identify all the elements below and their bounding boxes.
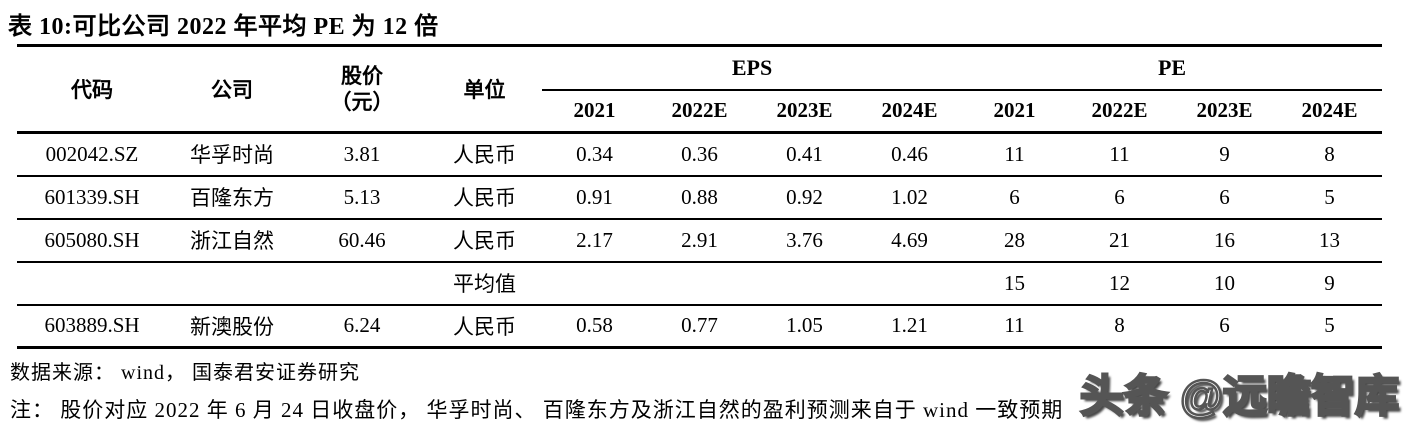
average-row: 平均值 15 12 10 9	[17, 261, 1383, 305]
cell-eps-2023e: 0.41	[786, 141, 823, 166]
cell-code: 601339.SH	[44, 184, 140, 209]
cell-eps-2022e: 2.91	[681, 227, 718, 252]
cell-pe-2021: 28	[1004, 227, 1026, 252]
data-source-text: 数据来源： wind， 国泰君安证券研究	[10, 362, 360, 384]
table-header: 代码 公司 股价 （元） 单位 EPS PE 2021 2022E 2023E …	[17, 45, 1383, 133]
cell-company: 百隆东方	[190, 186, 274, 210]
watermark-text: 头条 @远瞻智库	[1079, 371, 1401, 423]
cell-empty	[542, 262, 647, 305]
cell-avg-pe-2021: 15	[1004, 270, 1026, 295]
cell-company: 新澳股份	[190, 314, 274, 339]
group-header-eps: EPS	[542, 45, 963, 91]
cell-eps-2024e: 4.69	[891, 227, 928, 252]
table-row: 605080.SH 浙江自然 60.46 人民币 2.17 2.91 3.76 …	[17, 218, 1383, 262]
col-header-code: 代码	[71, 78, 113, 102]
cell-unit: 人民币	[453, 186, 516, 210]
cell-avg-pe-2022e: 12	[1109, 270, 1131, 295]
col-header-eps-2021: 2021	[573, 98, 616, 123]
cell-pe-2024e: 8	[1324, 141, 1335, 166]
col-header-eps-2023e: 2023E	[776, 98, 833, 123]
cell-pe-2022e: 21	[1109, 227, 1131, 252]
cell-unit: 人民币	[453, 314, 516, 339]
cell-eps-2023e: 0.92	[786, 184, 823, 209]
comparables-table: 代码 公司 股价 （元） 单位 EPS PE 2021 2022E 2023E …	[17, 44, 1383, 349]
cell-pe-2023e: 6	[1219, 184, 1230, 209]
footnote-text: 注： 股价对应 2022 年 6 月 24 日收盘价， 华孚时尚、 百隆东方及浙…	[10, 398, 1064, 422]
cell-company: 浙江自然	[190, 229, 274, 253]
col-header-eps-2024e: 2024E	[881, 98, 938, 123]
cell-pe-2021: 11	[1004, 141, 1025, 166]
cell-eps-2023e: 1.05	[786, 313, 823, 338]
cell-eps-2022e: 0.36	[681, 141, 718, 166]
cell-code: 002042.SZ	[45, 141, 139, 166]
cell-eps-2023e: 3.76	[786, 227, 823, 252]
cell-eps-2022e: 0.77	[681, 313, 718, 338]
cell-pe-2021: 6	[1009, 184, 1020, 209]
table-title: 表 10:可比公司 2022 年平均 PE 为 12 倍	[8, 14, 439, 40]
cell-eps-2024e: 1.21	[891, 313, 928, 338]
cell-eps-2024e: 1.02	[891, 184, 928, 209]
cell-company: 华孚时尚	[190, 143, 274, 168]
cell-empty	[167, 262, 297, 305]
col-header-pe-2021: 2021	[993, 98, 1036, 123]
cell-empty	[647, 262, 752, 305]
cell-eps-2021: 0.34	[576, 141, 613, 166]
cell-pe-2024e: 5	[1324, 313, 1335, 338]
table-row: 601339.SH 百隆东方 5.13 人民币 0.91 0.88 0.92 1…	[17, 175, 1383, 219]
year-header-row: 2021 2022E 2023E 2024E 2021 2022E 2023E …	[17, 90, 1382, 133]
cell-pe-2022e: 11	[1109, 141, 1130, 166]
cell-pe-2022e: 8	[1114, 313, 1125, 338]
cell-empty	[857, 262, 962, 305]
cell-pe-2023e: 6	[1219, 313, 1230, 338]
cell-eps-2021: 0.91	[576, 184, 613, 209]
cell-pe-2023e: 9	[1219, 141, 1230, 166]
table-row: 002042.SZ 华孚时尚 3.81 人民币 0.34 0.36 0.41 0…	[17, 133, 1382, 176]
col-header-unit: 单位	[463, 78, 506, 102]
cell-avg-pe-2023e: 10	[1214, 270, 1236, 295]
col-header-eps-2022e: 2022E	[671, 98, 728, 123]
cell-eps-2024e: 0.46	[891, 141, 928, 166]
cell-price: 60.46	[338, 227, 386, 252]
cell-pe-2024e: 5	[1324, 184, 1335, 209]
cell-pe-2023e: 16	[1214, 227, 1236, 252]
group-header-row: 代码 公司 股价 （元） 单位 EPS PE	[17, 45, 1383, 114]
cell-price: 6.24	[343, 313, 381, 338]
table-row: 603889.SH 新澳股份 6.24 人民币 0.58 0.77 1.05 1…	[17, 304, 1383, 348]
col-header-pe-2024e: 2024E	[1301, 98, 1358, 123]
col-header-company: 公司	[211, 78, 253, 102]
cell-pe-2021: 11	[1004, 313, 1025, 338]
group-header-pe: PE	[962, 45, 1383, 91]
cell-eps-2022e: 0.88	[681, 184, 718, 209]
col-header-price-line1: 股价	[341, 63, 383, 88]
col-header-price-line2: （元）	[330, 90, 394, 114]
cell-price: 3.81	[343, 141, 381, 166]
cell-avg-pe-2024e: 9	[1324, 270, 1335, 295]
col-header-price: 股价 （元）	[297, 46, 427, 133]
cell-eps-2021: 2.17	[576, 227, 613, 252]
cell-unit: 人民币	[453, 143, 516, 168]
col-header-pe-2023e: 2023E	[1196, 98, 1253, 123]
cell-empty	[752, 262, 857, 305]
cell-average-label: 平均值	[453, 272, 516, 296]
cell-price: 5.13	[343, 184, 381, 209]
cell-empty	[297, 262, 427, 305]
cell-code: 605080.SH	[44, 227, 140, 252]
cell-pe-2022e: 6	[1114, 184, 1125, 209]
cell-unit: 人民币	[453, 229, 516, 253]
cell-pe-2024e: 13	[1319, 227, 1341, 252]
cell-empty	[17, 262, 167, 305]
col-header-pe-2022e: 2022E	[1091, 98, 1148, 123]
cell-code: 603889.SH	[44, 313, 140, 338]
cell-eps-2021: 0.58	[576, 313, 613, 338]
table-body: 002042.SZ 华孚时尚 3.81 人民币 0.34 0.36 0.41 0…	[17, 133, 1383, 348]
